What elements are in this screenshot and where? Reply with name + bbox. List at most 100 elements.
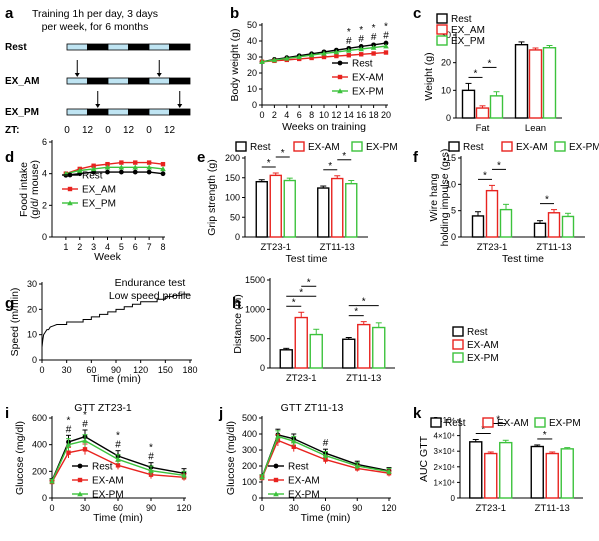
schedule-bar <box>66 43 88 51</box>
x-tick-label: 120 <box>176 503 191 513</box>
x-tick-label: 7 <box>147 242 152 252</box>
data-point <box>115 456 121 462</box>
data-point <box>346 47 352 53</box>
significance-mark: * <box>354 307 358 318</box>
significance-mark: * <box>292 297 296 308</box>
data-point <box>104 164 111 170</box>
data-point <box>383 50 389 55</box>
schedule-bar <box>169 43 191 51</box>
bar <box>469 441 483 499</box>
y-tick-label: 0 <box>42 232 47 242</box>
legend-label: EX-PM <box>569 142 599 153</box>
chart-f: 0 5 10 15 Wire hang holding impulse (g•s) ZT23… <box>428 141 599 265</box>
panel-letter: k <box>413 405 422 422</box>
y-tick-label: 0 <box>32 355 37 365</box>
bar <box>317 187 330 238</box>
significance-mark: # <box>115 440 121 451</box>
zt-tick-label: 0 <box>64 125 70 136</box>
legend-marker <box>77 463 83 469</box>
y-axis-label: Glucose (mg/dl) <box>14 421 26 495</box>
data-point <box>118 164 125 170</box>
x-tick-label: 180 <box>182 365 197 375</box>
chart-j: 0 100 200 300 400 500 Glucose (mg/dl) 0 30 60 90 12… <box>225 402 397 524</box>
y-axis-label: Distance (m) <box>232 294 244 354</box>
panel-letter: d <box>5 149 14 166</box>
data-point <box>65 441 72 447</box>
legend-label: EX-PM <box>549 418 581 429</box>
y-tick-label: 0 <box>260 363 265 373</box>
data-point <box>76 167 83 173</box>
data-point <box>105 169 110 175</box>
data-point <box>132 164 139 170</box>
x-tick-label: 10 <box>319 110 329 120</box>
chart-title: GTT ZT11-13 <box>281 402 344 414</box>
training-arrowhead <box>74 73 80 77</box>
y-axis-label: Glucose (mg/dl) <box>225 421 237 495</box>
y-tick-label: 5 <box>451 206 456 216</box>
significance-mark: * <box>543 430 547 441</box>
legend-swatch <box>351 141 363 152</box>
data-point <box>181 472 187 478</box>
schedule-bar <box>107 43 129 51</box>
schedule-bar <box>169 108 191 116</box>
data-point <box>383 43 389 49</box>
x-tick-label: 60 <box>86 365 96 375</box>
x-tick-label: 16 <box>356 110 366 120</box>
panel-letter: g <box>5 295 14 312</box>
bar <box>342 338 356 369</box>
legend-marker <box>67 200 73 206</box>
bar <box>484 452 498 499</box>
schedule-bar <box>87 43 109 51</box>
y-tick-label: 50 <box>247 20 257 30</box>
series-line <box>261 439 390 479</box>
bar <box>331 177 344 238</box>
significance-mark: * <box>362 297 366 308</box>
legend-swatch <box>452 326 464 337</box>
y-tick-label: 15 <box>446 153 456 163</box>
series-line <box>51 439 185 482</box>
significance-mark: # <box>323 438 329 449</box>
legend-marker <box>67 172 73 178</box>
legend-swatch <box>534 417 546 428</box>
series-line <box>65 161 164 175</box>
y-tick-label: 30 <box>247 52 257 62</box>
significance-mark: # <box>371 32 377 43</box>
y-axis-label: Food intake <box>18 162 30 217</box>
schedule-bar <box>87 108 109 116</box>
bar <box>514 43 529 119</box>
y-tick-label: 600 <box>32 413 47 423</box>
data-point <box>321 50 327 56</box>
x-tick-label: 6 <box>297 110 302 120</box>
significance-mark: # <box>82 419 88 430</box>
legend-label: EX-AM <box>308 142 340 153</box>
significance-mark: * <box>496 415 500 426</box>
y-tick-label: 10 <box>446 179 456 189</box>
schedule-bar <box>148 43 170 51</box>
bar <box>560 448 574 499</box>
data-point <box>105 161 110 167</box>
chart-e: 0 50 100 150 200 Grip strength (g) ZT23-1 ZT11-… <box>206 141 398 265</box>
y-tick-label: 150 <box>225 173 240 183</box>
bar <box>269 174 282 238</box>
y-tick-label: 30 <box>441 30 451 40</box>
chart-i: 0 200 400 600 Glucose (mg/dl) 0 30 60 90 120 Time … <box>14 402 192 524</box>
series-line <box>51 448 185 483</box>
x-tick-label: ZT23-1 <box>286 373 317 384</box>
data-point <box>370 44 377 50</box>
data-point <box>259 59 265 64</box>
bar <box>499 208 513 238</box>
y-tick-label: 4 <box>42 169 47 179</box>
bar <box>283 179 296 238</box>
x-tick-label: 5 <box>119 242 124 252</box>
bar <box>545 452 559 499</box>
panel-letter: j <box>218 405 223 422</box>
x-tick-label: 6 <box>133 242 138 252</box>
zt-tick-label: 12 <box>164 125 176 136</box>
schedule-row-label: Rest <box>5 42 27 53</box>
data-point <box>354 463 361 469</box>
y-axis-label: Weight (g) <box>423 52 435 100</box>
x-tick-label: 18 <box>369 110 379 120</box>
legend-label: EX_PM <box>451 36 485 47</box>
legend-label: Rest <box>92 462 113 473</box>
y-tick-label: 200 <box>225 153 240 163</box>
